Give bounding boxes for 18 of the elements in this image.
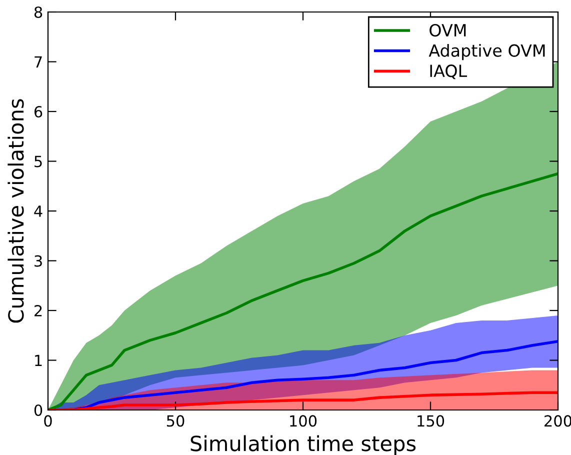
y-tick-label: 4: [34, 206, 42, 217]
y-tick-label: 2: [34, 304, 42, 316]
x-tick-label: 150: [418, 415, 444, 427]
legend-label: Adaptive OVM: [428, 44, 545, 60]
y-tick-label: 1: [35, 354, 42, 366]
legend-label: OVM: [430, 24, 466, 37]
y-tick-label: 0: [34, 404, 42, 416]
y-tick-label: 6: [34, 106, 42, 118]
y-tick-label: 5: [34, 156, 42, 168]
y-axis-title: Cumulative violations: [8, 99, 24, 323]
x-tick-label: 100: [290, 415, 317, 427]
x-axis-title: Simulation time steps: [190, 435, 416, 455]
x-tick-label: 0: [44, 415, 52, 427]
legend-label: IAQL: [430, 64, 467, 80]
y-tick-label: 7: [34, 56, 42, 68]
y-tick-label: 3: [34, 255, 42, 267]
y-tick-label: 8: [34, 6, 42, 18]
x-tick-label: 50: [166, 415, 184, 427]
